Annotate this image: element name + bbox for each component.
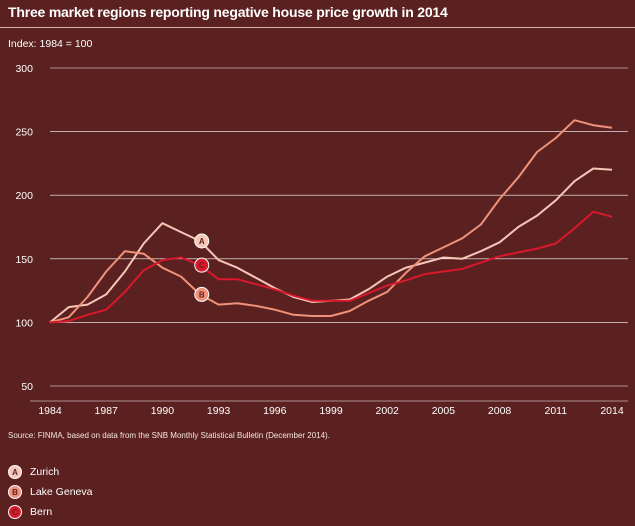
y-tick-label: 250 [15, 127, 33, 139]
series-badge-lake-geneva [194, 286, 210, 302]
series-badge-label-bern: C [199, 261, 205, 270]
series-badge-label-lake-geneva: B [199, 290, 205, 299]
x-tick-label: 1996 [263, 405, 287, 417]
legend-badge-a: A [8, 465, 22, 479]
y-tick-label: 100 [15, 317, 33, 329]
x-tick-label: 1999 [319, 405, 343, 417]
y-tick-label: 200 [15, 190, 33, 202]
x-tick-label: 2011 [545, 405, 568, 417]
legend-item-bern: C Bern [8, 502, 92, 522]
series-line-bern [49, 210, 613, 324]
chart-title: Three market regions reporting negative … [8, 4, 448, 20]
legend-badge-c: C [8, 505, 22, 519]
line-chart: 50 100 150 200 250 300 1984 1987 1990 1993 1996 199… [15, 63, 628, 417]
x-tick-label: 2002 [376, 405, 400, 417]
x-tick-label: 2008 [488, 405, 512, 417]
legend: A Zurich B Lake Geneva C Bern [8, 462, 92, 522]
x-tick-label: 1987 [95, 405, 119, 417]
y-axis-label: Index: 1984 = 100 [8, 38, 93, 50]
y-tick-label: 150 [15, 254, 33, 266]
series-badge-label-zurich: A [199, 237, 205, 246]
x-tick-label: 1990 [151, 405, 175, 417]
x-tick-label: 1984 [38, 405, 62, 417]
series-line-lake-geneva [49, 119, 613, 324]
series-line-zurich [49, 167, 613, 324]
legend-badge-b: B [8, 485, 22, 499]
source-note: Source: FINMA, based on data from the SN… [8, 431, 330, 440]
legend-label-zurich: Zurich [30, 466, 60, 478]
x-tick-label: 1993 [207, 405, 231, 417]
x-tick-label: 2005 [432, 405, 456, 417]
legend-item-zurich: A Zurich [8, 462, 92, 482]
series-badge-zurich [194, 233, 210, 249]
series-badge-bern [194, 257, 210, 273]
y-tick-label: 50 [21, 381, 33, 393]
legend-item-lake-geneva: B Lake Geneva [8, 482, 92, 502]
legend-label-lake-geneva: Lake Geneva [30, 486, 93, 498]
x-tick-label: 2014 [600, 405, 624, 417]
legend-label-bern: Bern [30, 506, 53, 518]
y-tick-label: 300 [15, 63, 33, 75]
title-divider [0, 27, 635, 28]
